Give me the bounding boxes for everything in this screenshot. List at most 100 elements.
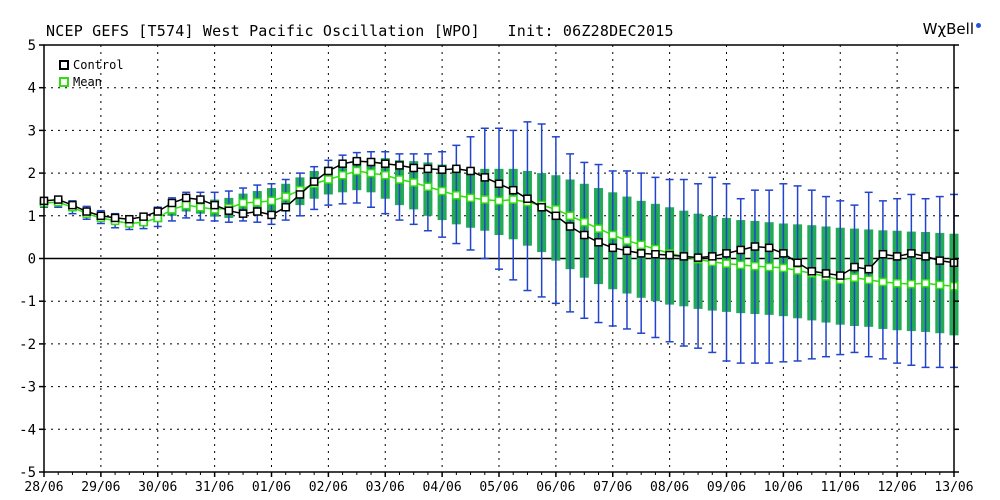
control-point <box>537 203 546 212</box>
axes-layer: 5 4 3 2 1 0 -1 -2 -3 -4 -528/06 29/06 30/06 31/06 01/0… <box>19 38 973 495</box>
y-tick-label: 2 <box>28 166 36 182</box>
mean-point <box>423 182 433 192</box>
mean-point <box>779 263 788 273</box>
x-tick-label: 01/06 <box>252 480 291 495</box>
control-point <box>580 230 589 240</box>
x-tick-label: 11/06 <box>821 480 860 495</box>
control-point <box>807 267 817 276</box>
mean-point <box>878 277 888 287</box>
mean-point <box>196 203 205 212</box>
x-tick-label: 31/06 <box>195 480 234 495</box>
control-point <box>466 166 475 176</box>
control-point <box>892 252 902 261</box>
legend-item-mean: Mean <box>59 73 124 90</box>
x-tick-label: 09/06 <box>707 480 746 495</box>
x-tick-label: 06/06 <box>536 480 575 495</box>
mean-point <box>750 261 760 271</box>
mean-point <box>722 259 731 268</box>
x-tick-label: 02/06 <box>309 480 348 495</box>
control-point <box>196 195 205 204</box>
control-point <box>523 194 532 203</box>
mean-point <box>281 192 290 201</box>
y-tick-label: 3 <box>28 123 36 139</box>
control-point <box>935 256 945 265</box>
control-point <box>295 190 305 199</box>
control-point <box>679 252 689 261</box>
y-tick-label: 5 <box>28 38 36 54</box>
mean-point <box>764 262 774 272</box>
mean-point <box>907 279 916 289</box>
control-point <box>921 252 930 261</box>
control-point <box>494 179 504 189</box>
x-tick-label: 10/06 <box>764 480 803 495</box>
control-point <box>622 246 632 256</box>
control-point <box>210 200 219 210</box>
control-point <box>736 245 745 255</box>
control-point <box>693 253 703 262</box>
control-point <box>608 243 617 253</box>
control-point <box>508 185 518 195</box>
control-point <box>366 157 376 167</box>
y-tick-label: -1 <box>19 294 36 310</box>
control-point <box>565 222 575 231</box>
mean-point <box>736 260 745 270</box>
mean-point <box>864 275 873 285</box>
control-point <box>381 159 390 168</box>
control-point <box>850 262 859 272</box>
x-tick-label: 08/06 <box>650 480 689 495</box>
mean-point <box>480 195 490 204</box>
mean-point <box>921 279 930 288</box>
x-tick-label: 13/06 <box>934 480 973 495</box>
mean-point <box>452 191 461 200</box>
control-point <box>395 161 404 170</box>
control-point <box>224 206 234 215</box>
control-point <box>68 200 77 210</box>
mean-point <box>381 170 390 180</box>
y-tick-label: 1 <box>28 209 36 225</box>
x-tick-label: 30/06 <box>138 480 177 495</box>
control-point <box>594 238 603 247</box>
mean-marker-icon <box>59 76 69 87</box>
x-tick-label: 29/06 <box>81 480 120 495</box>
control-point <box>267 210 276 220</box>
y-tick-label: -2 <box>19 337 36 353</box>
mean-point <box>267 196 276 206</box>
control-point <box>110 213 120 223</box>
mean-point <box>181 200 191 210</box>
mean-point <box>494 196 504 206</box>
mean-point <box>580 217 589 227</box>
legend-item-control: Control <box>59 56 124 73</box>
mean-point <box>253 197 262 207</box>
chart-title: NCEP GEFS [T574] West Pacific Oscillatio… <box>46 22 674 40</box>
mean-point <box>594 224 603 233</box>
y-tick-label: 4 <box>28 81 36 97</box>
control-point <box>452 164 461 174</box>
mean-point <box>565 211 575 221</box>
control-point <box>281 203 290 212</box>
x-tick-label: 12/06 <box>878 480 917 495</box>
series-layer <box>39 156 959 291</box>
brand-logo: WχBell <box>922 20 974 38</box>
control-point <box>636 249 646 258</box>
control-point <box>338 159 347 168</box>
mean-point <box>793 266 802 275</box>
control-point <box>309 177 319 186</box>
mean-point <box>466 193 475 203</box>
mean-point <box>238 198 248 208</box>
mean-point <box>324 175 333 184</box>
control-point <box>480 173 490 182</box>
control-point <box>722 249 731 258</box>
control-point <box>779 249 788 258</box>
control-point <box>238 209 248 218</box>
control-point <box>764 243 774 253</box>
control-marker-icon <box>59 59 69 70</box>
control-point <box>836 271 845 280</box>
control-point <box>352 156 362 166</box>
control-point <box>139 212 148 221</box>
control-point <box>793 258 802 268</box>
control-point <box>423 164 433 174</box>
legend-label-mean: Mean <box>73 74 102 89</box>
y-tick-label: -5 <box>19 465 36 481</box>
mean-point <box>352 166 362 176</box>
